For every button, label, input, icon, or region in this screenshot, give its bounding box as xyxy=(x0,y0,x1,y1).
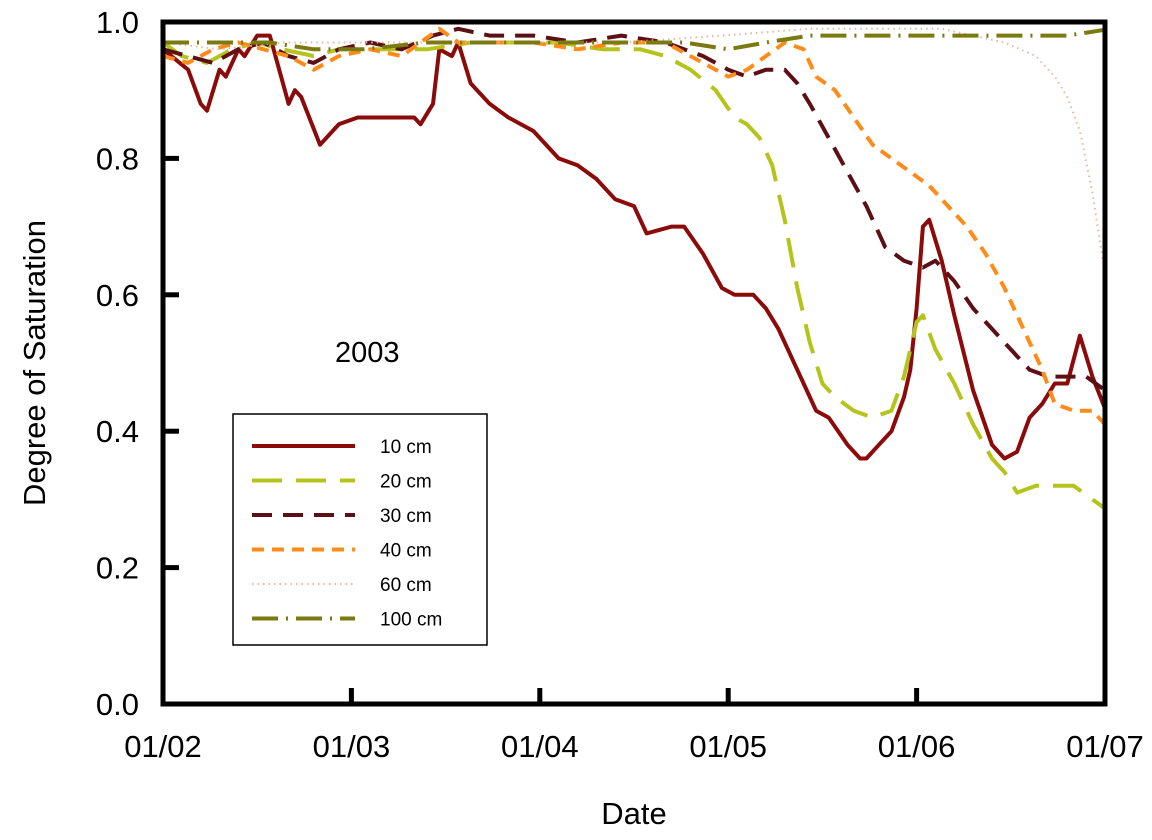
series-line-100-cm xyxy=(163,27,1105,52)
x-tick-label: 01/05 xyxy=(689,729,767,764)
series-layer xyxy=(163,26,1105,511)
x-tick-label: 01/03 xyxy=(313,729,391,764)
legend-label-30-cm: 30 cm xyxy=(380,506,432,527)
plot-frame xyxy=(160,19,1108,707)
legend-box xyxy=(232,413,488,646)
x-tick-label: 01/07 xyxy=(1066,729,1144,764)
y-tick-label: 0.0 xyxy=(96,687,139,722)
series-line-60-cm xyxy=(163,27,1105,282)
series-line-30-cm xyxy=(163,26,1105,394)
y-tick-label: 0.6 xyxy=(96,278,139,313)
x-axis-title: Date xyxy=(601,796,666,831)
series-line-40-cm xyxy=(163,26,1105,428)
y-tick-label: 0.8 xyxy=(96,141,139,176)
x-tick-label: 01/04 xyxy=(501,729,579,764)
legend-label-10-cm: 10 cm xyxy=(380,437,432,458)
x-tick-label: 01/06 xyxy=(878,729,956,764)
series-line-10-cm xyxy=(163,33,1105,461)
x-tick-label: 01/02 xyxy=(124,729,202,764)
y-tick-label: 0.2 xyxy=(96,551,139,586)
legend-label-100-cm: 100 cm xyxy=(380,610,442,631)
legend-label-40-cm: 40 cm xyxy=(380,541,432,562)
legend-label-20-cm: 20 cm xyxy=(380,472,432,493)
legend-label-60-cm: 60 cm xyxy=(380,575,432,596)
y-tick-label: 0.4 xyxy=(96,414,139,449)
legend: 10 cm 20 cm 30 cm 40 cm 60 cm 100 cm xyxy=(232,413,488,646)
annotation-year: 2003 xyxy=(335,337,400,369)
axis-ticks: 01/02 01/03 01/04 01/05 01/06 01/07 0.0 0.2 0.4 0… xyxy=(96,5,1144,764)
y-tick-label: 1.0 xyxy=(96,5,139,40)
y-axis-title: Degree of Saturation xyxy=(17,220,52,506)
